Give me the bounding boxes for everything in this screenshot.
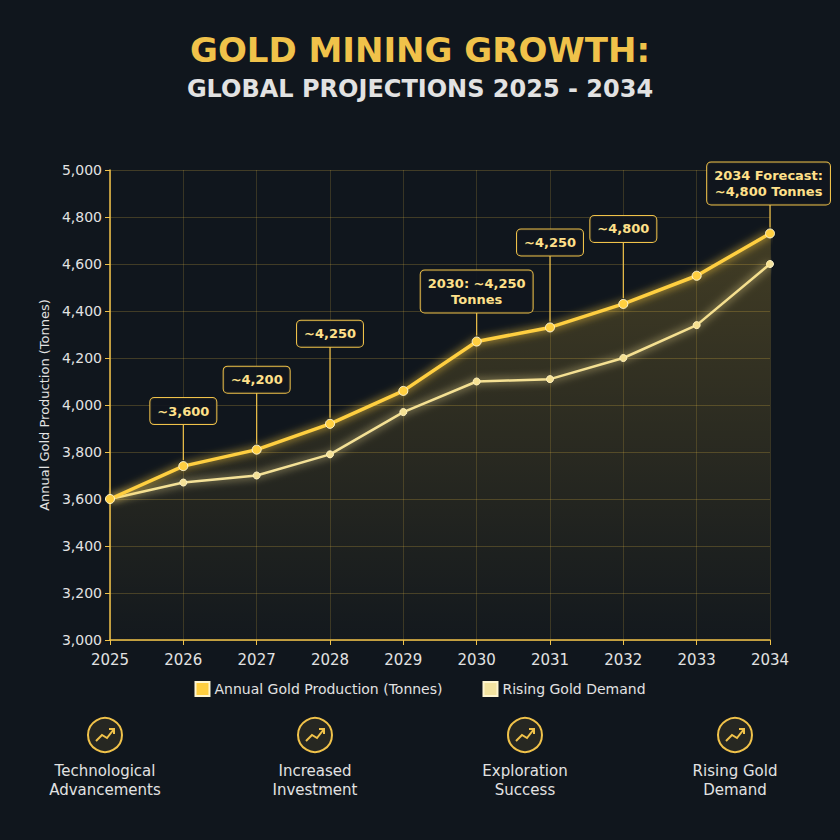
svg-text:3,200: 3,200 xyxy=(62,585,102,601)
svg-text:~4,250: ~4,250 xyxy=(524,235,576,250)
svg-text:2027: 2027 xyxy=(238,651,276,669)
svg-text:Demand: Demand xyxy=(703,781,767,799)
svg-text:Exploration: Exploration xyxy=(482,762,567,780)
svg-text:2026: 2026 xyxy=(164,651,202,669)
svg-text:4,000: 4,000 xyxy=(62,397,102,413)
svg-text:4,800: 4,800 xyxy=(62,209,102,225)
svg-text:3,800: 3,800 xyxy=(62,444,102,460)
svg-text:4,400: 4,400 xyxy=(62,303,102,319)
svg-text:4,600: 4,600 xyxy=(62,256,102,272)
svg-text:Rising Gold Demand: Rising Gold Demand xyxy=(502,681,645,697)
svg-text:GOLD MINING GROWTH:: GOLD MINING GROWTH: xyxy=(190,30,650,70)
svg-text:Investment: Investment xyxy=(273,781,358,799)
svg-text:2028: 2028 xyxy=(311,651,349,669)
svg-text:GLOBAL PROJECTIONS 2025 - 2034: GLOBAL PROJECTIONS 2025 - 2034 xyxy=(187,75,653,103)
svg-text:~4,200: ~4,200 xyxy=(231,372,283,387)
svg-text:3,400: 3,400 xyxy=(62,538,102,554)
svg-text:2030: 2030 xyxy=(458,651,496,669)
svg-text:~3,600: ~3,600 xyxy=(157,404,209,419)
svg-text:Tonnes: Tonnes xyxy=(451,292,502,307)
svg-text:Annual Gold Production (Tonnes: Annual Gold Production (Tonnes) xyxy=(214,681,442,697)
svg-text:5,000: 5,000 xyxy=(62,162,102,178)
svg-text:4,200: 4,200 xyxy=(62,350,102,366)
svg-text:2034: 2034 xyxy=(751,651,789,669)
svg-text:2033: 2033 xyxy=(678,651,716,669)
svg-text:2025: 2025 xyxy=(91,651,129,669)
svg-text:Technological: Technological xyxy=(54,762,156,780)
svg-text:2031: 2031 xyxy=(531,651,569,669)
svg-text:3,600: 3,600 xyxy=(62,491,102,507)
svg-text:Annual Gold Production (Tonnes: Annual Gold Production (Tonnes) xyxy=(37,299,52,511)
svg-text:Advancements: Advancements xyxy=(49,781,161,799)
svg-text:Increased: Increased xyxy=(278,762,351,780)
svg-text:~4,250: ~4,250 xyxy=(304,326,356,341)
svg-text:2032: 2032 xyxy=(604,651,642,669)
svg-text:3,000: 3,000 xyxy=(62,632,102,648)
svg-text:2030: ~4,250: 2030: ~4,250 xyxy=(428,276,526,291)
svg-text:2034 Forecast:: 2034 Forecast: xyxy=(714,168,823,183)
svg-text:2029: 2029 xyxy=(384,651,422,669)
svg-text:~4,800 Tonnes: ~4,800 Tonnes xyxy=(715,184,823,199)
svg-text:Success: Success xyxy=(495,781,556,799)
svg-text:Rising Gold: Rising Gold xyxy=(693,762,778,780)
svg-text:~4,800: ~4,800 xyxy=(597,221,649,236)
